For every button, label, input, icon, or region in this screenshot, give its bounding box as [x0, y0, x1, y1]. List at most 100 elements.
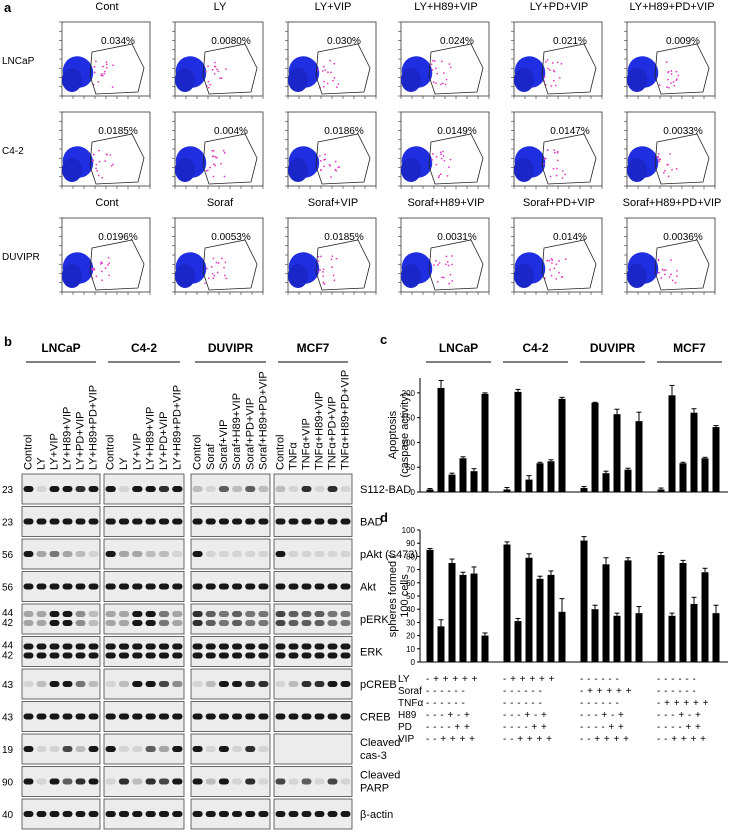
band [172, 681, 183, 687]
blot-strip [273, 636, 353, 667]
gate-percent: 0.0147% [550, 126, 590, 137]
band [23, 611, 34, 617]
event-dot [433, 60, 436, 62]
band [275, 652, 286, 659]
column-header: Soraf+PD+VIP [523, 197, 595, 209]
band [192, 611, 203, 617]
event-dot [333, 77, 336, 79]
band [218, 811, 229, 817]
band [232, 811, 243, 817]
event-dot [435, 67, 437, 70]
event-dot [224, 261, 227, 264]
band [218, 583, 229, 590]
lane-label: Control [23, 435, 35, 470]
cell-cluster [514, 264, 534, 288]
cell-cluster [175, 158, 195, 182]
event-dot [677, 74, 680, 77]
band [245, 518, 256, 525]
band [205, 486, 216, 492]
event-dot [441, 150, 444, 153]
event-dot [324, 153, 326, 156]
y-tick-label: 60 [406, 579, 415, 588]
bar [536, 463, 544, 492]
band [88, 643, 99, 650]
y-tick-label: 200 [402, 389, 416, 398]
band [75, 583, 86, 590]
gate [428, 239, 484, 291]
event-dot [337, 83, 340, 85]
lane-label: LY+H89+VIP [145, 407, 157, 470]
band [49, 486, 60, 492]
band [340, 486, 351, 492]
event-dot [331, 255, 334, 258]
event-dot [207, 277, 210, 280]
event-dot [445, 255, 448, 258]
event-dot [108, 262, 111, 265]
event-dot [658, 84, 661, 87]
band [145, 611, 156, 617]
event-dot [671, 168, 673, 171]
event-dot [112, 163, 115, 166]
event-dot [213, 274, 216, 277]
event-dot [553, 149, 555, 152]
band [145, 811, 156, 817]
band [301, 583, 312, 590]
event-dot [317, 270, 320, 273]
y-tick-label: 80 [406, 552, 415, 561]
y-axis-label: 100 cells [399, 574, 411, 618]
event-dot [671, 279, 674, 282]
band [172, 778, 183, 785]
event-dot [101, 176, 104, 179]
band [192, 518, 203, 525]
panel-label: b [4, 334, 12, 349]
band [49, 583, 60, 590]
band [340, 652, 351, 659]
event-dot [561, 170, 564, 172]
event-dot [670, 259, 672, 261]
band [132, 643, 143, 650]
band [340, 681, 351, 687]
lane-label: TNFα+H89+VIP [314, 392, 326, 471]
bar [613, 414, 621, 492]
event-dot [551, 62, 554, 64]
event-dot [328, 163, 331, 166]
event-dot [205, 70, 207, 73]
bar [657, 555, 665, 662]
band [88, 620, 99, 626]
event-dot [449, 273, 452, 276]
band [49, 778, 60, 785]
event-dot [448, 282, 451, 285]
gate-percent: 0.034% [101, 36, 135, 47]
gate-percent: 0.0080% [211, 36, 251, 47]
bar [547, 461, 555, 492]
band [205, 652, 216, 659]
y-axis-label: (caspase activity) [399, 393, 411, 478]
lane-label: Soraf+H89+VIP [231, 393, 243, 470]
event-dot [212, 277, 215, 280]
band [132, 713, 143, 720]
band [172, 811, 183, 817]
treatment-signs: - - + + + + [580, 734, 629, 745]
event-dot [430, 63, 433, 66]
band [275, 518, 286, 525]
band [245, 551, 256, 557]
band [132, 486, 143, 492]
group-label: DUVIPR [208, 341, 254, 355]
bar [701, 458, 709, 492]
event-dot [549, 268, 551, 271]
lane-label: TNFα [288, 442, 300, 470]
band [245, 620, 256, 626]
band [288, 643, 299, 650]
gate [202, 239, 258, 291]
blot-strip [21, 571, 101, 602]
cell-cluster [627, 264, 647, 288]
column-header: LY+H89+PD+VIP [629, 1, 714, 13]
event-dot [104, 160, 107, 162]
lane-label: Soraf+VIP [218, 420, 230, 470]
y-tick-label: 30 [406, 618, 415, 627]
band [49, 652, 60, 659]
band [118, 643, 130, 650]
protein-label: cas-3 [360, 750, 387, 762]
event-dot [442, 155, 445, 157]
group-label: DUVIPR [590, 341, 636, 355]
